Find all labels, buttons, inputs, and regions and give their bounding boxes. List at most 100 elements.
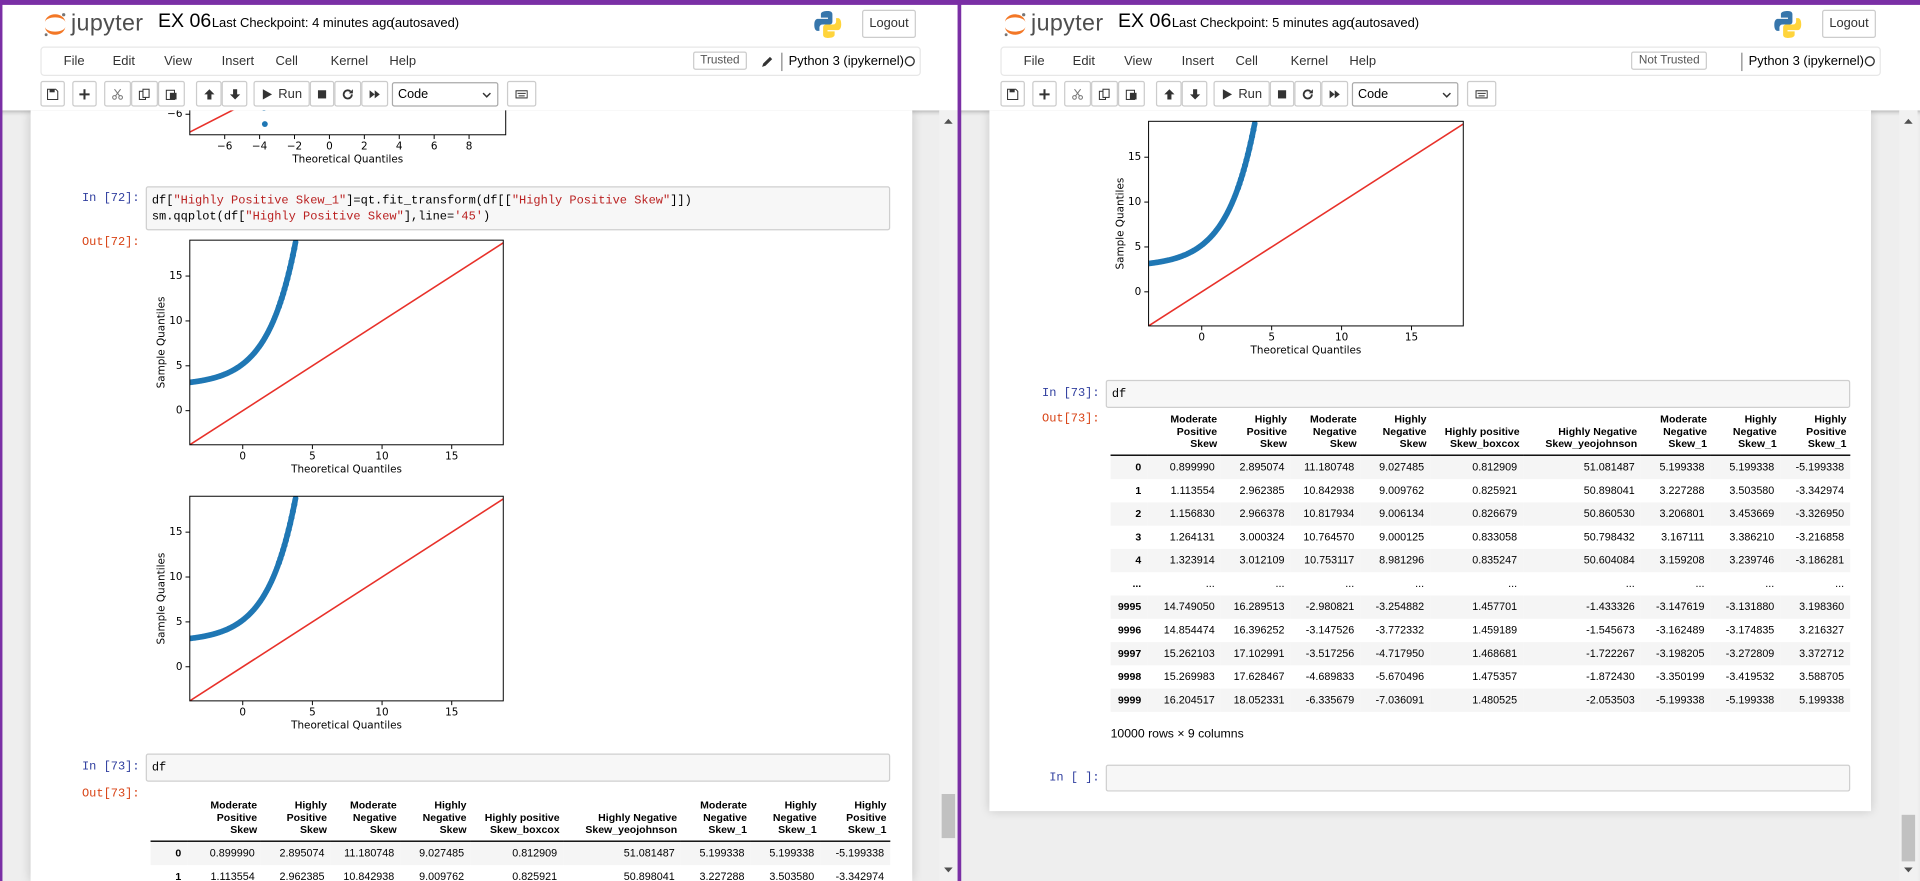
- toolbar-button[interactable]: [1091, 80, 1118, 107]
- dataframe-output: Moderate Positive Skew Highly Positive Sk…: [150, 798, 891, 881]
- notebook-name[interactable]: EX 06: [1117, 11, 1172, 32]
- menu-item[interactable]: Kernel: [330, 53, 369, 69]
- toolbar-button[interactable]: [1155, 80, 1182, 107]
- code-input[interactable]: [1105, 764, 1851, 792]
- toolbar-button[interactable]: [1064, 80, 1092, 107]
- logout-button[interactable]: Logout: [862, 9, 916, 38]
- toolbar-button[interactable]: Run: [1213, 80, 1270, 107]
- table-cell: -3.216858: [1795, 530, 1845, 543]
- toolbar-button[interactable]: [506, 80, 537, 107]
- code-input[interactable]: df: [145, 753, 891, 782]
- table-row: 0 0.899990 2.895074 11.180748 9.027485 0.8129…: [150, 841, 891, 866]
- toolbar-button[interactable]: Run: [253, 80, 310, 107]
- cell-type-select[interactable]: Code: [1351, 82, 1459, 107]
- icon: [47, 88, 59, 100]
- logout-button[interactable]: Logout: [1822, 9, 1876, 38]
- row-index: 2: [1135, 507, 1142, 520]
- toolbar-button[interactable]: [309, 80, 335, 107]
- toolbar-button[interactable]: [1032, 80, 1057, 107]
- toolbar-button[interactable]: [1181, 80, 1208, 107]
- table-cell: -1.872430: [1586, 670, 1635, 683]
- menu-item[interactable]: Insert: [1181, 53, 1215, 69]
- qq-point: [282, 281, 289, 288]
- toolbar-button[interactable]: [1117, 80, 1145, 107]
- table-cell: 1.113554: [210, 869, 255, 881]
- trust-badge[interactable]: Not Trusted: [1631, 51, 1707, 70]
- toolbar-button[interactable]: [334, 80, 362, 107]
- scrollbar-thumb[interactable]: [1901, 814, 1916, 862]
- table-cell: -3.419532: [1725, 670, 1775, 683]
- menu-item[interactable]: Help: [389, 53, 417, 69]
- toolbar-button[interactable]: [131, 80, 158, 107]
- table-cell: -3.254882: [1375, 600, 1425, 613]
- qq-point: [1249, 133, 1256, 140]
- jupyter-logo[interactable]: jupyter: [1003, 7, 1104, 41]
- row-index: 9998: [1117, 670, 1142, 683]
- menu-item[interactable]: View: [1124, 53, 1152, 69]
- table-cell: 2.895074: [1239, 460, 1285, 473]
- logo-text: jupyter: [1031, 11, 1104, 37]
- qq-point: [288, 514, 295, 521]
- toolbar-button[interactable]: [72, 80, 97, 107]
- toolbar-button[interactable]: [40, 80, 65, 107]
- table-cell: 51.081487: [623, 846, 675, 859]
- trust-badge[interactable]: Trusted: [692, 51, 747, 70]
- icon-shape: [1009, 88, 1015, 92]
- table-cell: 9.027485: [419, 846, 465, 859]
- table-cell: 3.227288: [1659, 483, 1705, 497]
- column-header: Highly Negative Skew_1: [750, 798, 821, 842]
- icon: [515, 89, 528, 98]
- toolbar-button[interactable]: [104, 80, 132, 107]
- menu-item[interactable]: Help: [1349, 53, 1377, 69]
- menu-item[interactable]: File: [1023, 53, 1045, 69]
- menu-item[interactable]: Edit: [1072, 53, 1096, 69]
- jupyter-logo[interactable]: jupyter: [43, 7, 144, 41]
- icon: [1329, 89, 1340, 98]
- menu-item[interactable]: Insert: [221, 53, 255, 69]
- row-index: 1: [175, 869, 182, 881]
- plot-area: [189, 110, 268, 133]
- icon: [342, 88, 353, 99]
- toolbar-button[interactable]: [1000, 80, 1025, 107]
- scrollbar[interactable]: [939, 110, 958, 881]
- toolbar-button[interactable]: [157, 80, 185, 107]
- menu-item[interactable]: Cell: [1235, 53, 1258, 69]
- icon: [79, 88, 90, 99]
- plot-area: [1148, 121, 1464, 326]
- notebook-name[interactable]: EX 06: [157, 11, 212, 32]
- reference-line: [189, 498, 504, 701]
- code-input[interactable]: df["Highly Positive Skew_1"]=qt.fit_tran…: [145, 186, 891, 231]
- toolbar-button[interactable]: [361, 80, 389, 107]
- table-cell: 1.480525: [1472, 693, 1518, 706]
- code-input[interactable]: df: [1105, 379, 1851, 409]
- menu-item[interactable]: Kernel: [1290, 53, 1329, 69]
- scrollbar-thumb[interactable]: [941, 793, 956, 839]
- menu-item[interactable]: File: [63, 53, 85, 69]
- toolbar-button[interactable]: [1294, 80, 1322, 107]
- toolbar-button[interactable]: [1466, 80, 1497, 107]
- kernel-name[interactable]: Python 3 (ipykernel): [788, 53, 904, 69]
- cell-prompt: Out[72]:: [81, 235, 140, 249]
- scroll-down-arrow: [944, 867, 953, 873]
- menu-item[interactable]: Cell: [275, 53, 298, 69]
- table-row: 1 1.113554 2.962385 10.842938 9.009762 0.8259…: [151, 865, 891, 881]
- icon: [112, 88, 123, 100]
- icon-shape: [1189, 88, 1200, 99]
- table-cell: 0.826679: [1472, 507, 1518, 520]
- row-index: 3: [1135, 530, 1142, 543]
- column-header: Highly Negative Skew_1: [1710, 412, 1781, 456]
- toolbar-button[interactable]: [195, 80, 222, 107]
- scrollbar[interactable]: [1899, 110, 1918, 881]
- kernel-name[interactable]: Python 3 (ipykernel): [1748, 53, 1864, 69]
- icon: [317, 89, 327, 98]
- toolbar-button[interactable]: [221, 80, 248, 107]
- qq-point: [280, 290, 287, 297]
- cell-type-select[interactable]: Code: [391, 82, 499, 107]
- menu-item[interactable]: Edit: [112, 53, 136, 69]
- toolbar-button[interactable]: [1269, 80, 1295, 107]
- table-cell: 11.180748: [344, 846, 395, 859]
- table-cell: -3.517256: [1305, 646, 1355, 660]
- toolbar-button[interactable]: [1321, 80, 1349, 107]
- menu-item[interactable]: View: [164, 53, 192, 69]
